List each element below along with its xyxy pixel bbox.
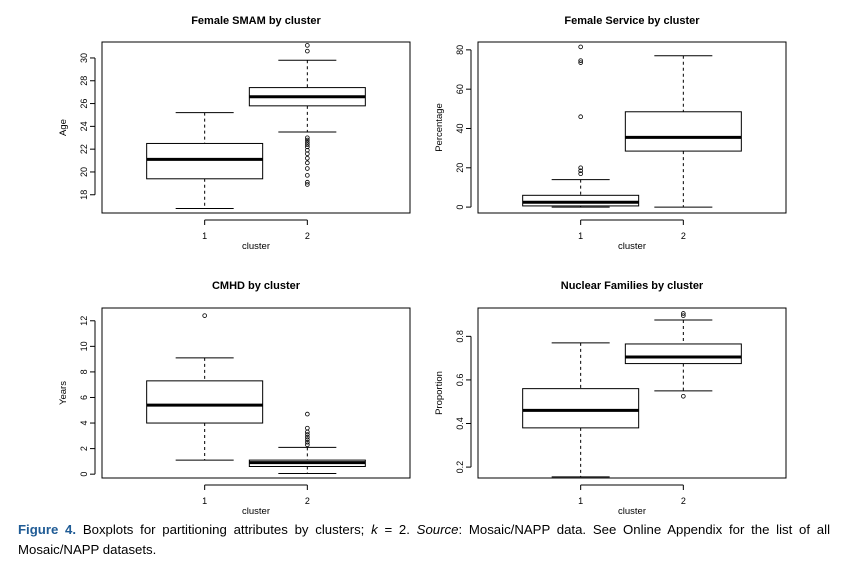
figure-caption: Figure 4. Boxplots for partitioning attr… xyxy=(18,520,830,560)
panel-1-cluster-2-outlier-point xyxy=(305,173,310,178)
panel-4-x-tick-label: 2 xyxy=(681,496,686,506)
panel-1-y-tick-label: 28 xyxy=(79,76,89,86)
panel-2-x-tick-label: 1 xyxy=(578,231,583,241)
panel-1-y-axis-label: Age xyxy=(58,119,69,136)
panel-2-title: Female Service by cluster xyxy=(564,15,700,27)
panel-4-y-tick-label: 0.8 xyxy=(455,330,465,343)
panel-4-cluster-2-outlier-point xyxy=(681,393,686,399)
panel-2-y-tick-label: 60 xyxy=(455,84,465,94)
panel-2-x-axis-label: cluster xyxy=(618,241,646,252)
panel-3-cluster-2-outlier-point xyxy=(305,411,310,417)
panel-3-y-tick-label: 8 xyxy=(79,369,89,374)
panel-3-cluster-2-outlier-point xyxy=(305,429,310,435)
panel-1-y-tick-label: 26 xyxy=(79,99,89,109)
panel-4-cluster-1-iqr-box xyxy=(522,388,640,429)
panel-3-cluster-2-outlier-point xyxy=(305,442,310,448)
panel-1-x-tick-label: 1 xyxy=(202,231,207,241)
panel-2-y-tick-label: 20 xyxy=(455,163,465,173)
boxplot-figure: Female SMAM by clusterclusterAge18202224… xyxy=(58,15,787,517)
panel-2-cluster-1-outlier-point xyxy=(578,171,583,176)
panel-4-y-tick-label: 0.2 xyxy=(455,461,465,474)
panel-2-cluster-1-outlier-point xyxy=(578,58,583,63)
panel-1-x-axis-label: cluster xyxy=(242,241,270,252)
panel-1-cluster-2-outlier-point xyxy=(305,48,310,54)
panel-4-y-tick-label: 0.6 xyxy=(455,374,465,387)
panel-4-cluster-2-iqr-box xyxy=(624,343,742,365)
panel-1-cluster-1-iqr-box xyxy=(146,142,264,180)
panel-1-cluster-2-outlier-point xyxy=(305,140,310,145)
panel-4-cluster-2-outlier-point xyxy=(681,313,686,318)
panel-2-x-tick-label: 2 xyxy=(681,231,686,241)
panel-4-plot-frame xyxy=(477,307,787,479)
panel-2-y-tick-label: 0 xyxy=(455,205,465,210)
panel-4-x-tick-label: 1 xyxy=(578,496,583,506)
panel-3-cluster-2-outlier-point xyxy=(305,437,310,442)
panel-1-cluster-2-outlier-point xyxy=(305,142,310,147)
panel-2-cluster-2-iqr-box xyxy=(624,111,742,152)
panel-1-y-tick-label: 20 xyxy=(79,167,89,177)
panel-2-y-axis-label: Percentage xyxy=(434,103,445,152)
panel-1-cluster-2-outlier-point xyxy=(305,155,310,161)
panel-1-cluster-2-outlier-point xyxy=(305,166,310,171)
panel-3-y-tick-label: 10 xyxy=(79,341,89,351)
panel-3-y-tick-label: 4 xyxy=(79,421,89,426)
panel-1-y-tick-label: 24 xyxy=(79,121,89,131)
panel-2-cluster-1-outlier-point xyxy=(578,60,583,65)
caption-k-variable: k xyxy=(371,522,378,537)
panel-3-cluster-2-outlier-point xyxy=(305,432,310,437)
panel-2-cluster-1-outlier-point xyxy=(578,165,583,171)
caption-text-3: : Mosaic/NAPP data. See Online Appendix … xyxy=(18,522,830,557)
panel-1-y-tick-label: 18 xyxy=(79,190,89,200)
panel-4-x-axis-label: cluster xyxy=(618,506,646,517)
panel-1-cluster-2-outlier-point xyxy=(305,135,310,141)
caption-text-2: = 2. xyxy=(377,522,417,537)
panel-1-y-tick-label: 30 xyxy=(79,53,89,63)
panel-3-y-axis-label: Years xyxy=(58,381,69,405)
panel-2-cluster-1-outlier-point xyxy=(578,44,583,50)
panel-4-cluster-2-outlier-point xyxy=(681,311,686,316)
panel-3-x-tick-label: 2 xyxy=(305,496,310,506)
panel-3-y-tick-label: 12 xyxy=(79,316,89,326)
panel-1-y-tick-label: 22 xyxy=(79,144,89,154)
panel-4-title: Nuclear Families by cluster xyxy=(561,280,704,292)
panel-2-cluster-1-outlier-point xyxy=(578,114,583,119)
panel-1-cluster-2-outlier-point xyxy=(305,160,310,166)
panel-4-y-tick-label: 0.4 xyxy=(455,417,465,430)
panel-1-cluster-2-outlier-point xyxy=(305,182,310,187)
panel-3-cluster-2-outlier-point xyxy=(305,434,310,440)
caption-source-label: Source xyxy=(416,522,459,537)
panel-2-plot-frame xyxy=(477,41,787,214)
caption-figure-label: Figure 4. xyxy=(18,522,77,537)
panel-2-y-tick-label: 40 xyxy=(455,123,465,133)
panel-1-title: Female SMAM by cluster xyxy=(191,15,321,27)
panel-2-cluster-1-iqr-box xyxy=(522,194,640,207)
panel-3-cluster-2-outlier-point xyxy=(305,425,310,431)
panel-2-y-tick-label: 80 xyxy=(455,45,465,55)
panel-3-title: CMHD by cluster xyxy=(212,280,301,292)
panel-3-plot-frame xyxy=(101,307,411,479)
panel-3-x-axis-label: cluster xyxy=(242,506,270,517)
panel-1-plot-frame xyxy=(101,41,411,214)
panel-3-cluster-2-outlier-point xyxy=(305,439,310,445)
panel-3-cluster-1-outlier-point xyxy=(202,313,207,318)
caption-text-1: Boxplots for partitioning attributes by … xyxy=(76,522,372,537)
panel-3-y-tick-label: 6 xyxy=(79,395,89,400)
panel-2-cluster-1-outlier-point xyxy=(578,168,583,174)
panel-4-y-axis-label: Proportion xyxy=(434,371,445,415)
panel-3-cluster-1-iqr-box xyxy=(146,380,264,424)
panel-3-x-tick-label: 1 xyxy=(202,496,207,506)
panel-1-cluster-2-outlier-point xyxy=(305,137,310,143)
panel-3-y-tick-label: 2 xyxy=(79,446,89,451)
panel-1-x-tick-label: 2 xyxy=(305,231,310,241)
panel-1-cluster-2-outlier-point xyxy=(305,151,310,157)
panel-1-cluster-2-outlier-point xyxy=(305,43,310,48)
panel-3-y-tick-label: 0 xyxy=(79,472,89,477)
panel-1-cluster-2-outlier-point xyxy=(305,179,310,185)
